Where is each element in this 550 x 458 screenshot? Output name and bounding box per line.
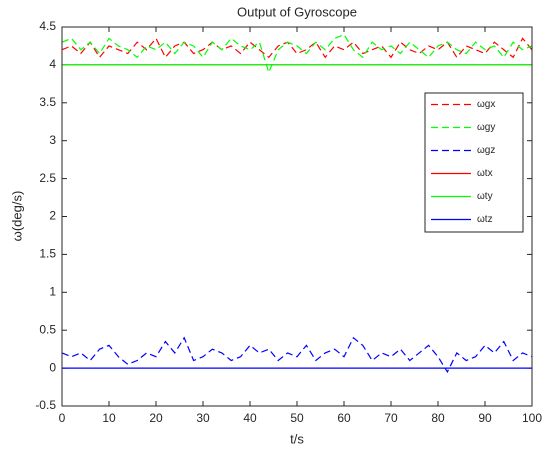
- x-tick-label: 50: [290, 411, 304, 425]
- series-line: [61, 33, 533, 75]
- y-tick-label: -0.5: [35, 398, 56, 412]
- y-axis-label: ω(deg/s): [9, 191, 24, 242]
- x-axis-label: t/s: [290, 431, 304, 446]
- x-tick-label: 40: [243, 411, 257, 425]
- x-tick-label: 90: [478, 411, 492, 425]
- legend-label: ωty: [477, 191, 493, 202]
- chart-title: Output of Gyroscope: [237, 4, 357, 19]
- y-tick-label: 1: [49, 284, 56, 298]
- x-tick-label: 100: [522, 411, 542, 425]
- y-tick-label: 4: [49, 57, 56, 71]
- y-tick-label: 2: [49, 209, 56, 223]
- y-tick-label: 3.5: [39, 95, 56, 109]
- y-tick-label: 0: [49, 360, 56, 374]
- x-tick-label: 60: [337, 411, 351, 425]
- y-tick-label: 3: [49, 133, 56, 147]
- legend-label: ωgx: [477, 99, 495, 110]
- y-tick-label: 4.5: [39, 19, 56, 33]
- x-tick-label: 20: [149, 411, 163, 425]
- legend-label: ωtz: [477, 214, 493, 225]
- plot-frame: [61, 26, 533, 407]
- x-tick-label: 70: [384, 411, 398, 425]
- x-tick-label: 30: [196, 411, 210, 425]
- x-tick-label: 10: [102, 411, 116, 425]
- y-tick-label: 1.5: [39, 247, 56, 261]
- x-tick-label: 0: [59, 411, 66, 425]
- legend-box: [424, 92, 524, 233]
- y-tick-label: 0.5: [39, 322, 56, 336]
- series-line: [61, 37, 533, 59]
- legend-label: ωtx: [477, 168, 493, 179]
- series-line: [61, 336, 533, 374]
- x-tick-label: 80: [431, 411, 445, 425]
- legend-label: ωgy: [477, 122, 495, 133]
- legend-label: ωgz: [477, 145, 495, 156]
- y-tick-label: 2.5: [39, 171, 56, 185]
